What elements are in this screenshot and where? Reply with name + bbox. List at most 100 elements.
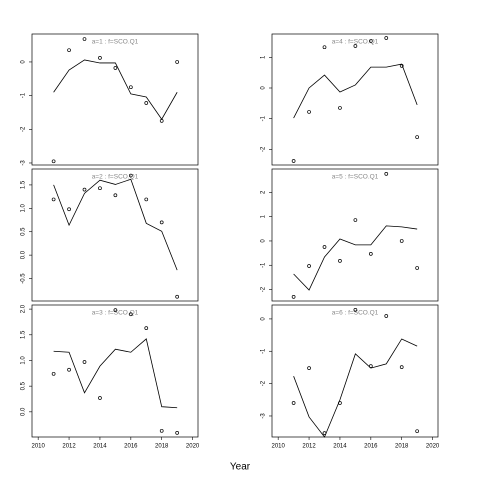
y-tick-label: -3: [21, 160, 27, 166]
point: [98, 56, 102, 60]
point: [307, 366, 311, 370]
panel-frame: [271, 168, 439, 302]
x-tick-label: 2014: [333, 444, 347, 450]
x-tick-label: 2016: [124, 444, 138, 450]
y-tick-label: -2: [261, 146, 267, 152]
y-tick-label: 2.0: [21, 304, 27, 313]
panel-frame: [271, 304, 439, 438]
point: [291, 295, 296, 299]
point: [98, 186, 102, 191]
y-tick-label: -1: [21, 92, 27, 98]
panel-frame: [31, 33, 199, 166]
point: [384, 36, 389, 40]
panel-title: a=4 : f=SCO.Q1: [332, 39, 379, 46]
point: [98, 396, 102, 400]
x-tick-label: 2016: [364, 444, 378, 450]
panel-title: a=2 : f=SCO.Q1: [92, 174, 139, 181]
point: [82, 37, 87, 41]
y-tick-label: 0.5: [21, 227, 27, 236]
x-tick-label: 2012: [62, 444, 76, 450]
x-axis-label: Year: [230, 462, 251, 473]
point: [82, 187, 87, 192]
point: [144, 197, 149, 202]
point: [384, 314, 389, 318]
y-tick-label: -0.5: [21, 273, 27, 284]
y-tick-label: 1.0: [21, 203, 27, 212]
point: [175, 294, 180, 299]
point: [175, 431, 180, 435]
point: [338, 106, 342, 110]
point: [291, 401, 296, 405]
point: [353, 308, 358, 312]
line: [53, 59, 178, 120]
point: [175, 60, 180, 64]
panel-frame: [31, 168, 199, 302]
point: [368, 251, 373, 256]
line: [293, 225, 418, 291]
point: [144, 326, 149, 330]
point: [368, 39, 373, 43]
y-tick-label: 2: [261, 190, 267, 194]
point: [399, 365, 404, 369]
point: [51, 371, 56, 376]
point: [67, 367, 71, 372]
point: [415, 266, 420, 270]
y-tick-label: 0.0: [21, 407, 27, 416]
y-tick-label: -1: [261, 262, 267, 268]
x-tick-label: 2018: [395, 444, 409, 450]
panel-title: a=3 : f=SCO.Q1: [92, 310, 139, 317]
y-tick-label: 0.5: [21, 381, 27, 390]
point: [82, 360, 87, 364]
x-tick-label: 2020: [426, 444, 440, 450]
line: [53, 178, 178, 271]
point: [384, 172, 389, 176]
y-tick-label: 1: [261, 214, 267, 218]
point: [322, 45, 327, 50]
panel-title: a=5 : f=SCO.Q1: [332, 174, 379, 181]
point: [128, 173, 133, 178]
point: [307, 110, 311, 114]
y-tick-label: 0: [261, 239, 267, 243]
panel-frame: [31, 304, 199, 438]
point: [159, 220, 164, 225]
x-tick-label: 2018: [155, 444, 169, 450]
panel-title: a=1 : f=SCO.Q1: [92, 39, 139, 46]
y-tick-label: -1: [261, 115, 267, 121]
y-tick-label: 0: [21, 60, 27, 64]
point: [307, 264, 311, 268]
point: [291, 159, 296, 163]
line: [293, 338, 418, 438]
y-tick-label: 1.5: [21, 180, 27, 189]
panel-frame: [271, 33, 439, 166]
y-tick-label: 1: [261, 55, 267, 59]
point: [51, 159, 56, 164]
point: [113, 308, 118, 312]
point: [353, 44, 358, 48]
point: [67, 48, 71, 53]
point: [128, 85, 133, 90]
point: [159, 428, 164, 433]
x-tick-label: 2010: [31, 444, 45, 450]
point: [353, 218, 358, 222]
panel-title: a=6 : f=SCO.Q1: [332, 310, 379, 317]
y-tick-label: 0.0: [21, 250, 27, 259]
point: [67, 207, 71, 212]
y-tick-label: -3: [261, 413, 267, 419]
y-tick-label: -1: [261, 348, 267, 354]
point: [128, 312, 133, 317]
point: [415, 135, 420, 139]
point: [51, 197, 56, 202]
point: [322, 245, 327, 249]
x-tick-label: 2014: [93, 444, 107, 450]
y-tick-label: -2: [261, 380, 267, 386]
point: [399, 239, 404, 243]
x-tick-label: 2012: [302, 444, 316, 450]
line: [293, 63, 418, 119]
y-tick-label: 1.5: [21, 330, 27, 339]
y-tick-label: -2: [261, 286, 267, 292]
y-tick-label: 1.0: [21, 356, 27, 365]
point: [113, 66, 118, 70]
point: [338, 259, 342, 263]
